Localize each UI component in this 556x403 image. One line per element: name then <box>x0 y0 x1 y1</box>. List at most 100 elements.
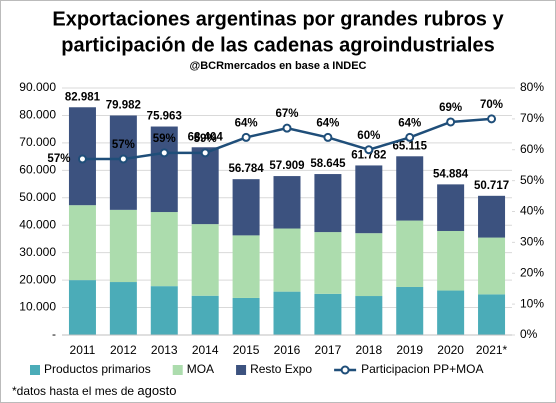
line-point <box>405 132 415 142</box>
x-tick-label: 2011 <box>70 343 96 357</box>
total-label: 65.115 <box>392 140 427 152</box>
legend-swatch <box>236 365 247 375</box>
bar-segment <box>396 156 424 221</box>
line-point <box>241 132 251 142</box>
total-label: 50.717 <box>474 180 509 192</box>
y2-tick-label: 30% <box>520 235 544 249</box>
bar-segment <box>150 212 178 287</box>
bar-segment <box>232 235 260 298</box>
total-label: 54.884 <box>433 168 469 180</box>
y2-tick-label: 20% <box>520 265 544 279</box>
total-label: 82.981 <box>65 91 101 103</box>
bar-segment <box>191 147 219 225</box>
bar-segment <box>396 286 424 335</box>
bar-segment <box>355 233 383 297</box>
y2-tick-label: 0% <box>520 327 538 341</box>
x-tick-label: 2013 <box>151 343 178 357</box>
total-label: 79.982 <box>106 100 141 112</box>
line-point <box>487 114 497 124</box>
legend-swatch <box>172 365 183 375</box>
bar-segment <box>355 296 383 335</box>
x-tick-label: 2015 <box>233 343 260 357</box>
bar-segment <box>68 280 96 335</box>
legend-label: MOA <box>187 362 214 376</box>
line-point <box>282 123 292 133</box>
bar-segment <box>396 220 424 287</box>
data-label: 64% <box>316 117 339 129</box>
y-tick-label: 40.000 <box>19 217 56 231</box>
y-tick-label: 20.000 <box>19 272 56 286</box>
bar-segment <box>150 286 178 335</box>
x-tick-label: 2020 <box>437 343 464 357</box>
data-label: 69% <box>439 102 462 114</box>
bar-segment <box>68 205 96 281</box>
data-label: 57% <box>112 139 135 151</box>
bar-segment <box>314 232 342 294</box>
data-label: 64% <box>235 117 258 129</box>
y2-tick-label: 60% <box>520 142 544 156</box>
bar-segment <box>478 195 506 238</box>
bar-segment <box>437 184 465 231</box>
bar-segment <box>109 209 137 283</box>
bar-segment <box>109 282 137 335</box>
y2-tick-label: 70% <box>520 111 544 125</box>
y-tick-label: 30.000 <box>19 245 56 259</box>
line-point <box>446 117 456 127</box>
bar-segment <box>478 294 506 335</box>
bar-segment <box>437 290 465 335</box>
y-tick-label: 70.000 <box>19 135 56 149</box>
bar-segment <box>314 293 342 335</box>
total-label: 58.645 <box>310 158 346 170</box>
line-point <box>159 148 169 158</box>
y-tick-label: 10.000 <box>19 300 56 314</box>
x-tick-label: 2021* <box>476 343 508 357</box>
x-tick-label: 2017 <box>315 343 342 357</box>
x-tick-label: 2019 <box>396 343 423 357</box>
legend-label: Participacion PP+MOA <box>361 362 483 376</box>
bar-segment <box>232 179 260 236</box>
total-label: 68.404 <box>188 131 224 143</box>
chart-title: participación de las cadenas agroindustr… <box>61 34 495 56</box>
line-point <box>200 148 210 158</box>
y2-tick-label: 10% <box>520 296 544 310</box>
y-tick-label: 50.000 <box>19 190 56 204</box>
data-label: 67% <box>275 108 298 120</box>
y-tick-label: - <box>52 327 56 341</box>
bar-segment <box>191 295 219 335</box>
total-label: 75.963 <box>147 111 182 123</box>
data-label: 64% <box>398 117 421 129</box>
bar-segment <box>191 224 219 296</box>
bar-segment <box>437 230 465 291</box>
y-tick-label: 60.000 <box>19 163 56 177</box>
footnote-emphasis: agosto <box>137 383 176 398</box>
y2-tick-label: 80% <box>520 80 544 94</box>
line-point <box>118 154 128 164</box>
x-tick-label: 2016 <box>274 343 301 357</box>
x-tick-label: 2012 <box>110 343 137 357</box>
y-tick-label: 90.000 <box>19 80 56 94</box>
total-label: 61.782 <box>351 149 386 161</box>
data-label: 70% <box>480 99 503 111</box>
x-tick-label: 2014 <box>192 343 219 357</box>
legend-swatch <box>30 365 40 375</box>
bar-segment <box>273 228 301 292</box>
legend-label: Productos primarios <box>44 362 151 376</box>
footnote: *datos hasta el mes de agosto <box>12 383 176 398</box>
bar-segment <box>232 297 260 335</box>
bar-segment <box>314 174 342 233</box>
legend-label: Resto Expo <box>250 362 312 376</box>
bar-segment <box>355 165 383 234</box>
line-point <box>364 145 374 155</box>
total-label: 56.784 <box>228 163 264 175</box>
y2-tick-label: 40% <box>520 204 544 218</box>
subtitle: @BCRmercados en base a INDEC <box>189 60 366 72</box>
data-label: 57% <box>47 153 70 165</box>
y2-tick-label: 50% <box>520 173 544 187</box>
line-point <box>77 154 87 164</box>
x-tick-label: 2018 <box>355 343 382 357</box>
bar-segment <box>478 237 506 295</box>
line-point <box>323 132 333 142</box>
data-label: 60% <box>357 130 380 142</box>
bar-segment <box>150 126 178 213</box>
